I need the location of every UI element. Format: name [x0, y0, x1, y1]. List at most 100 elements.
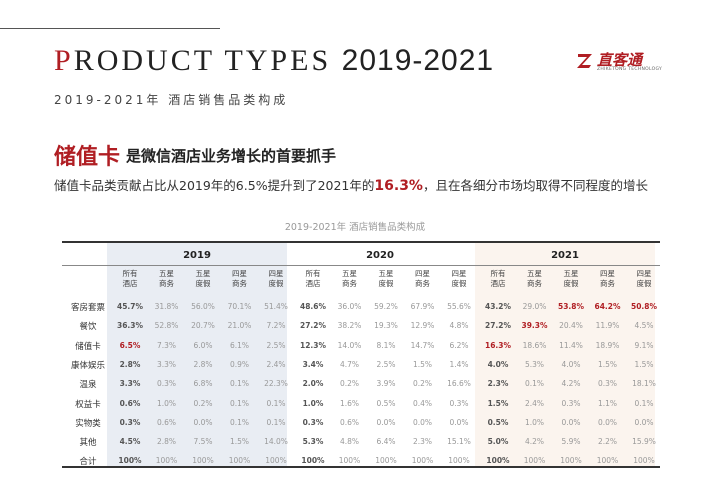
brand-mark-icon [577, 54, 592, 68]
table-cell: 100% [448, 456, 470, 466]
table-cell: 0.0% [193, 417, 213, 427]
table-cell: 64.2% [594, 302, 621, 311]
table-cell: 0.5% [376, 398, 396, 408]
table-cell: 1.0% [156, 398, 177, 408]
table-cell: 1.5% [634, 359, 654, 369]
headline: 储值卡 是微信酒店业务增长的首要抓手 [54, 139, 336, 171]
table-cell: 1.0% [524, 417, 545, 427]
table-cell: 0.5% [487, 417, 509, 427]
table-cell: 1.1% [597, 398, 618, 408]
table-cell: 0.1% [229, 379, 250, 389]
table-cell: 4.5% [634, 321, 654, 331]
year-header: 2020 [366, 250, 394, 261]
table-cell: 16.3% [484, 340, 512, 350]
table-cell: 5.3% [302, 437, 324, 447]
table-cell: 27.2% [484, 321, 512, 331]
table-cell: 31.8% [154, 302, 179, 311]
table-cell: 1.4% [449, 359, 469, 369]
table-cell: 9.1% [634, 340, 654, 350]
table-cell: 29.0% [522, 302, 547, 311]
table-cell: 2.8% [119, 359, 141, 369]
column-header: 四星 度假 [636, 269, 652, 288]
table-cell: 100% [486, 456, 510, 466]
headline-keyword: 储值卡 [54, 145, 121, 170]
year-header: 2019 [183, 250, 211, 261]
table-cell: 3.3% [119, 379, 141, 389]
table-cell: 0.4% [412, 398, 433, 408]
column-header: 四星 商务 [415, 269, 430, 288]
description-tail: ，且在各细分市场均取得不同程度的增长 [422, 178, 648, 193]
column-header: 所有 酒店 [305, 269, 321, 288]
table-cell: 2.3% [487, 379, 509, 389]
table-cell: 56.0% [191, 302, 215, 311]
table-cell: 12.3% [299, 340, 327, 350]
table-cell: 0.1% [229, 398, 250, 408]
table-cell: 2.8% [156, 437, 177, 447]
table-cell: 2.3% [412, 437, 433, 447]
table-cell: 8.1% [376, 340, 396, 350]
brand-name: 直客通 [597, 51, 643, 69]
column-header: 四星 度假 [451, 269, 467, 288]
category-share-table: 2019 所有 酒店 五星 商务 五星 度假 四星 商务 四星 度假 2020 所有 酒店 五星 商务 五星 度假… [62, 241, 660, 468]
table-cell: 0.6% [119, 398, 141, 408]
table-header-rule [62, 265, 660, 266]
table-cell: 70.1% [227, 302, 252, 311]
title-initial: P [54, 44, 74, 77]
table-cell: 0.6% [156, 417, 177, 427]
table-cell: 2.4% [524, 398, 545, 408]
table-cell: 53.8% [557, 302, 585, 311]
table-bottom-rule [62, 466, 660, 468]
table-caption: 2019-2021年 酒店销售品类构成 [284, 222, 426, 233]
table-cell: 100% [338, 456, 361, 466]
headline-text: 是微信酒店业务增长的首要抓手 [126, 146, 337, 165]
table-cell: 43.2% [484, 302, 512, 311]
row-label: 权益卡 [75, 399, 101, 410]
table-cell: 0.0% [449, 417, 469, 427]
brand-logo: 直客通 ZHIKETONG TECHNOLOGY [575, 50, 662, 74]
column-header: 五星 度假 [378, 269, 394, 288]
table-cell: 3.4% [302, 359, 324, 369]
table-cell: 2.0% [302, 379, 324, 389]
title-text: RODUCT TYPES [73, 44, 332, 77]
table-cell: 100% [301, 456, 325, 466]
table-cell: 14.7% [410, 340, 435, 350]
table-cell: 45.7% [116, 302, 144, 311]
table-cell: 0.9% [229, 359, 250, 369]
table-cell: 0.0% [597, 417, 618, 427]
table-cell: 4.8% [339, 437, 360, 447]
column-header: 五星 度假 [563, 269, 579, 288]
table-cell: 100% [265, 456, 287, 466]
table-cell: 3.3% [156, 359, 177, 369]
row-label: 餐饮 [79, 322, 97, 333]
table-cell: 0.0% [376, 417, 396, 427]
table-cell: 15.9% [632, 437, 656, 447]
table-cell: 15.1% [447, 437, 471, 447]
page-title: PRODUCT TYPES 2019-2021 [54, 44, 494, 78]
table-cell: 0.2% [193, 398, 213, 408]
table-cell: 100% [155, 456, 178, 466]
table-cell: 39.3% [521, 321, 548, 331]
column-header: 四星 商务 [232, 269, 247, 288]
table-cell: 0.3% [302, 417, 324, 427]
table-cell: 2.4% [266, 359, 286, 369]
table-cell: 14.0% [264, 437, 288, 447]
table-cell: 4.5% [119, 437, 141, 447]
table-cell: 5.3% [524, 359, 545, 369]
table-cell: 4.7% [339, 359, 360, 369]
table-cell: 0.3% [561, 398, 581, 408]
table-cell: 100% [596, 456, 619, 466]
table-cell: 0.1% [524, 379, 545, 389]
table-cell: 36.3% [116, 321, 144, 331]
table-cell: 7.5% [193, 437, 213, 447]
row-label: 康体娱乐 [70, 360, 105, 371]
table-cell: 12.9% [410, 321, 435, 331]
table-cell: 38.2% [337, 321, 362, 331]
table-cell: 6.1% [229, 340, 250, 350]
table-cell: 0.0% [634, 417, 654, 427]
description: 储值卡品类贡献占比从2019年的6.5%提升到了2021年的16.3%，且在各细… [54, 175, 648, 194]
table-cell: 18.1% [632, 379, 656, 389]
table-cell: 18.9% [595, 340, 620, 350]
table-cell: 100% [633, 456, 655, 466]
table-cell: 4.8% [449, 321, 469, 331]
table-cell: 3.9% [376, 379, 396, 389]
